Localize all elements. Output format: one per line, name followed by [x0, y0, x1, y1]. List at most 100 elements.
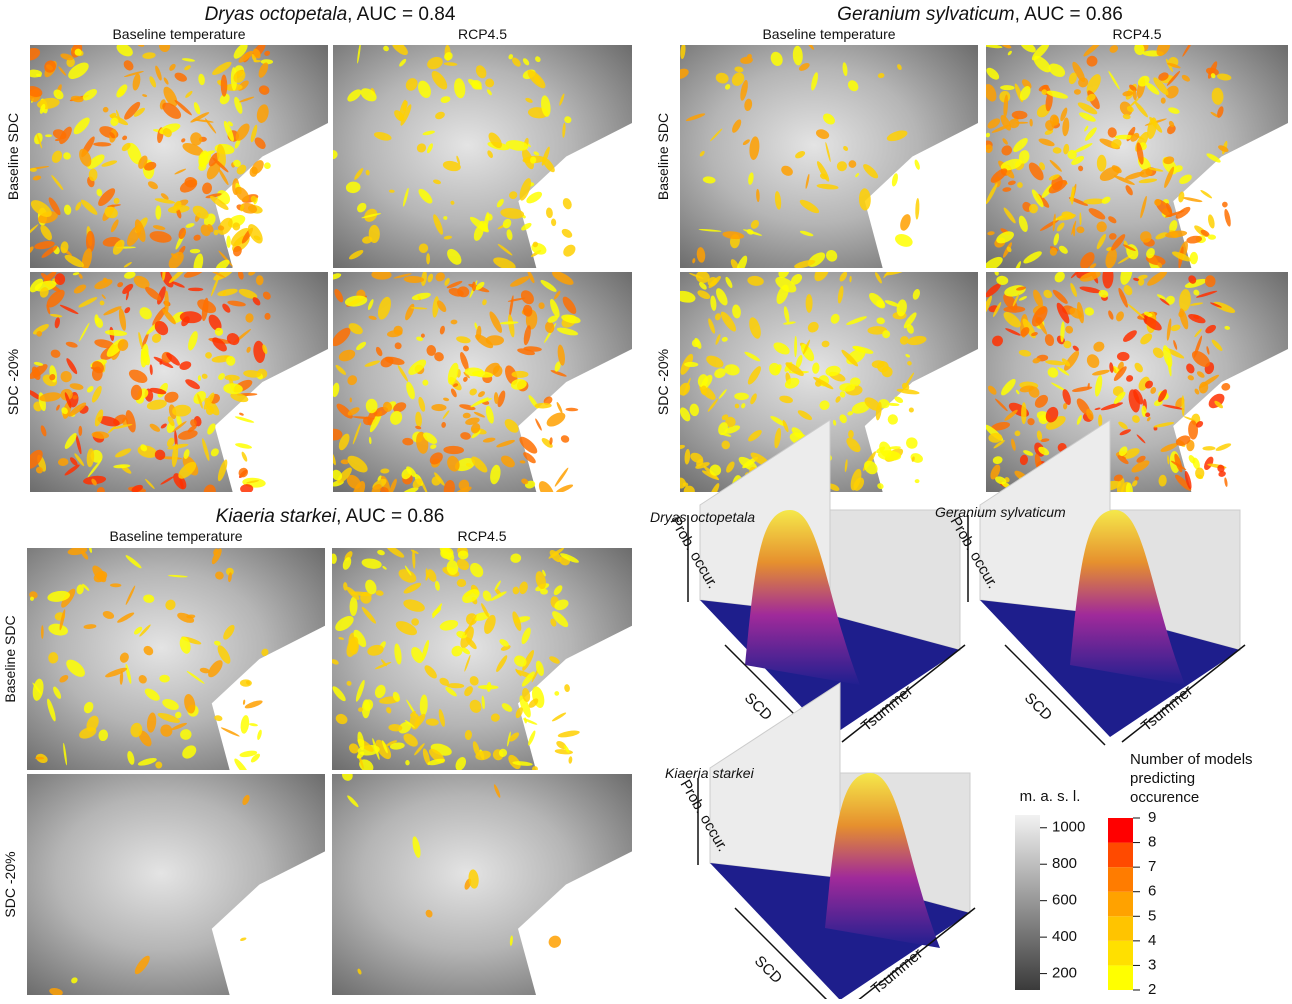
occurrence-patch: [53, 89, 64, 100]
occurrence-patch: [142, 52, 156, 59]
occurrence-patch: [748, 430, 762, 442]
occurrence-patch: [1131, 480, 1138, 487]
occurrence-patch: [205, 193, 222, 199]
occurrence-patch: [422, 379, 429, 386]
occurrence-patch: [1056, 302, 1070, 324]
occurrence-patch: [882, 330, 891, 339]
occurrence-patch: [30, 246, 34, 255]
occurrence-patch: [159, 45, 171, 53]
occurrence-patch: [783, 321, 796, 325]
occurrence-patch: [724, 425, 741, 434]
occurrence-patch: [1108, 310, 1114, 320]
occurrence-patch: [365, 579, 377, 595]
occurrence-patch: [522, 650, 535, 671]
occurrence-patch: [168, 272, 187, 284]
occurrence-patch: [995, 476, 1007, 485]
occurrence-patch: [218, 168, 229, 186]
sea: [518, 851, 632, 995]
occurrence-patch: [399, 58, 407, 67]
occurrence-patch: [63, 204, 72, 215]
occurrence-patch: [333, 382, 340, 398]
occurrence-patch: [75, 201, 82, 211]
occurrence-patch: [891, 173, 898, 187]
occurrence-patch: [1181, 395, 1185, 417]
occurrence-patch: [244, 700, 263, 709]
occurrence-patch: [1102, 272, 1114, 289]
occurrence-patch: [172, 421, 187, 433]
occurrence-patch: [64, 433, 77, 449]
occurrence-patch: [1173, 165, 1183, 173]
occurrence-patch: [714, 368, 726, 379]
occurrence-patch: [565, 407, 579, 412]
occurrence-patch: [1160, 97, 1166, 104]
occurrence-patch: [1015, 389, 1020, 395]
occurrence-patch: [849, 377, 861, 387]
occurrence-patch: [418, 243, 429, 253]
occurrence-patch: [1021, 402, 1027, 425]
occurrence-patch: [1224, 477, 1228, 487]
occurrence-patch: [1001, 45, 1012, 49]
occurrence-patch: [372, 738, 380, 760]
row-label: Baseline SDC: [5, 113, 21, 200]
occurrence-patch: [721, 414, 729, 421]
occurrence-patch: [408, 359, 427, 375]
occurrence-patch: [562, 296, 577, 314]
occurrence-patch: [333, 428, 343, 441]
occurrence-patch: [348, 323, 363, 335]
occurrence-patch: [1054, 272, 1065, 283]
occurrence-patch: [40, 625, 44, 639]
occurrence-patch: [1108, 216, 1117, 224]
occurrence-patch: [377, 549, 385, 556]
occurrence-patch: [877, 483, 884, 490]
occurrence-patch: [86, 448, 95, 468]
occurrence-patch: [707, 277, 718, 287]
occurrence-patch: [420, 333, 425, 338]
occurrence-patch: [389, 478, 397, 492]
occurrence-patch: [422, 130, 435, 136]
occurrence-patch: [333, 327, 351, 347]
occurrence-patch: [78, 273, 83, 279]
occurrence-patch: [486, 89, 492, 96]
occurrence-patch: [775, 276, 797, 293]
occurrence-patch: [39, 287, 49, 298]
occurrence-patch: [435, 272, 445, 282]
occurrence-patch: [335, 713, 348, 725]
occurrence-patch: [233, 159, 241, 168]
occurrence-patch: [411, 618, 419, 626]
occurrence-patch: [1215, 443, 1232, 451]
occurrence-patch: [680, 68, 689, 79]
occurrence-patch: [1164, 166, 1175, 188]
occurrence-patch: [332, 659, 339, 665]
occurrence-patch: [121, 142, 131, 152]
occurrence-patch: [1086, 55, 1098, 67]
map: [333, 45, 632, 268]
occurrence-patch: [34, 280, 57, 292]
occurrence-patch: [1126, 375, 1134, 382]
occurrence-patch: [839, 414, 847, 424]
occurrence-patch: [538, 302, 545, 310]
map: [333, 272, 632, 492]
occurrence-patch: [421, 272, 427, 286]
occurrence-patch: [357, 45, 361, 64]
occurrence-patch: [1109, 45, 1119, 53]
occurrence-patch: [1196, 420, 1204, 428]
occurrence-patch: [1072, 143, 1093, 154]
occurrence-patch: [803, 339, 811, 355]
occurrence-patch: [460, 352, 469, 371]
occurrence-patch: [1043, 289, 1053, 299]
occurrence-patch: [218, 217, 233, 235]
auc-text: , AUC = 0.86: [336, 506, 444, 527]
tick-label: 7: [1148, 858, 1156, 875]
occurrence-patch: [1018, 296, 1028, 301]
occurrence-patch: [1049, 159, 1062, 172]
occurrence-patch: [1134, 101, 1148, 118]
occurrence-patch: [93, 142, 112, 147]
occurrence-patch: [441, 421, 446, 428]
occurrence-patch: [447, 248, 462, 265]
occurrence-patch: [262, 344, 268, 354]
occurrence-patch: [429, 452, 443, 465]
column-label: Baseline temperature: [109, 528, 242, 544]
occurrence-patch: [475, 334, 494, 349]
occurrence-patch: [1036, 430, 1043, 441]
occurrence-patch: [554, 467, 569, 487]
